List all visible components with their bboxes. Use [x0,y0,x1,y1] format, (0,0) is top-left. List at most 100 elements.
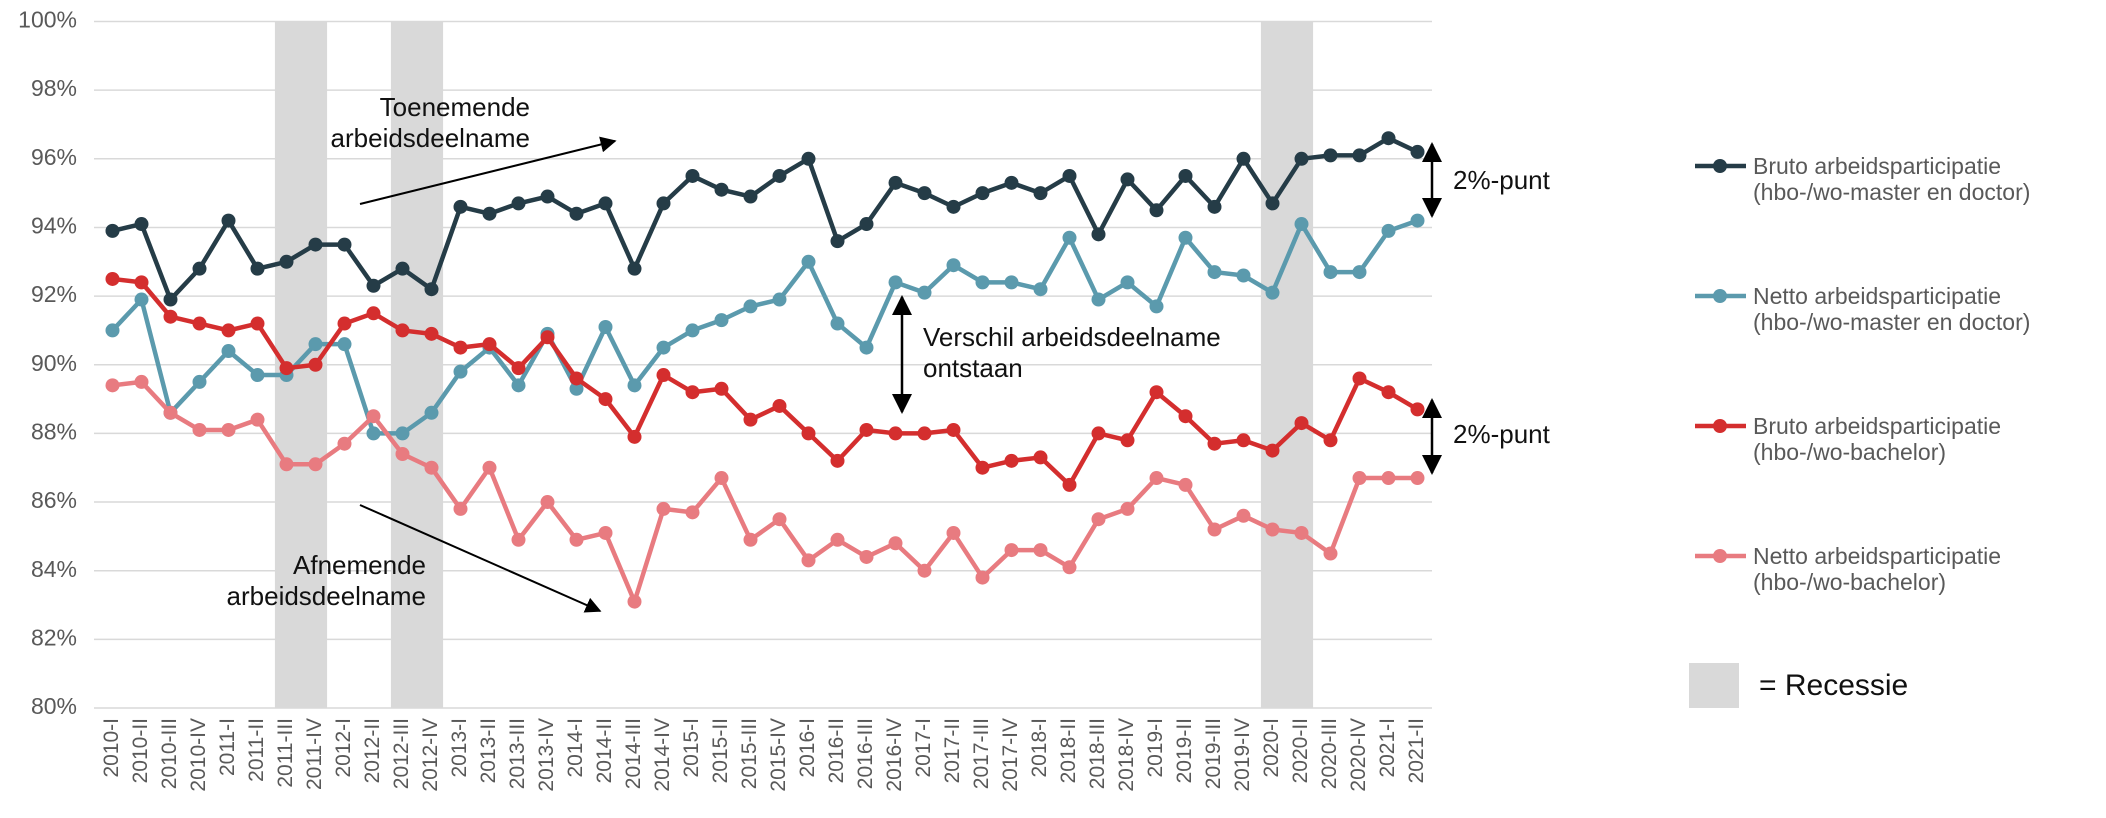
data-point [1120,275,1135,290]
y-tick-label: 98% [31,75,77,101]
data-point [859,340,874,355]
legend-label: Netto arbeidsparticipatie (hbo-/wo-maste… [1753,283,2031,335]
x-tick-label: 2010-III [158,718,181,789]
x-tick-label: 2014-I [564,718,587,778]
x-tick-label: 2010-II [129,718,152,783]
data-point [163,292,178,307]
data-point [279,457,294,472]
x-tick-label: 2014-II [593,718,616,783]
data-point [1062,560,1077,575]
data-point [134,374,149,389]
data-point [1033,450,1048,465]
data-point [366,278,381,293]
x-tick-label: 2016-I [796,718,819,778]
x-tick-label: 2015-II [709,718,732,783]
data-point [1410,402,1425,417]
legend-marker [1713,419,1727,433]
data-point [1236,508,1251,523]
x-tick-label: 2019-I [1144,718,1167,778]
data-point [1062,230,1077,245]
data-point [250,412,265,427]
x-tick-label: 2014-III [622,718,645,789]
annotation: 2%-punt [1453,419,1550,449]
data-point [917,186,932,201]
data-point [337,436,352,451]
data-point [221,213,236,228]
data-point [424,405,439,420]
data-point [308,457,323,472]
data-point [1091,292,1106,307]
data-point [685,168,700,183]
x-tick-label: 2012-III [390,718,413,789]
data-point [569,206,584,221]
data-point [511,378,526,393]
x-tick-label: 2018-I [1028,718,1051,778]
x-tick-label: 2017-II [941,718,964,783]
data-point [308,337,323,352]
data-point [1381,131,1396,146]
data-point [511,361,526,376]
data-point [453,340,468,355]
data-point [1207,199,1222,214]
data-point [192,316,207,331]
x-tick-label: 2020-IV [1347,718,1370,792]
x-tick-label: 2013-IV [535,718,558,792]
y-tick-label: 88% [31,418,77,444]
data-point [627,378,642,393]
x-tick-label: 2016-IV [883,718,906,792]
x-tick-label: 2013-II [477,718,500,783]
data-point [917,426,932,441]
data-point [395,323,410,338]
legend-marker [1713,549,1727,563]
data-point [279,254,294,269]
data-point [1294,217,1309,232]
data-point [1381,471,1396,486]
data-point [453,199,468,214]
data-point [221,344,236,359]
y-tick-label: 82% [31,624,77,650]
data-point [888,426,903,441]
data-point [395,261,410,276]
x-tick-label: 2013-III [506,718,529,789]
data-point [830,532,845,547]
data-point [946,422,961,437]
data-point [1149,385,1164,400]
data-point [337,337,352,352]
x-tick-label: 2011-I [216,718,239,776]
data-point [627,429,642,444]
data-point [917,563,932,578]
arrow [359,504,602,613]
data-point [975,460,990,475]
data-point [1265,443,1280,458]
data-point [743,412,758,427]
x-tick-label: 2012-II [361,718,384,783]
data-point [1207,265,1222,280]
data-point [221,422,236,437]
data-point [1178,409,1193,424]
data-point [250,261,265,276]
data-point [1149,299,1164,314]
legend-label: Netto arbeidsparticipatie (hbo-/wo-bache… [1753,543,2002,595]
data-point [1062,168,1077,183]
data-point [888,275,903,290]
data-point [453,364,468,379]
data-point [772,512,787,527]
data-point [1120,501,1135,516]
data-point [453,501,468,516]
data-point [598,319,613,334]
data-point [1410,213,1425,228]
data-point [1178,477,1193,492]
data-point [1091,227,1106,242]
data-point [772,398,787,413]
data-point [1294,416,1309,431]
data-point [511,196,526,211]
data-point [366,306,381,321]
data-point [743,189,758,204]
data-point [1004,453,1019,468]
data-point [946,525,961,540]
y-tick-label: 92% [31,281,77,307]
data-point [1381,223,1396,238]
data-point [656,368,671,383]
data-point [772,168,787,183]
